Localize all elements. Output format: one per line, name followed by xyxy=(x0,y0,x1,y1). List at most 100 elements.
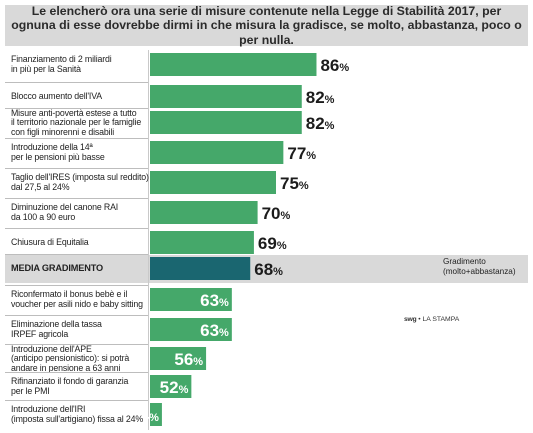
value-number: 63 xyxy=(200,291,219,310)
category-label: Introduzione della 14ª per le pensioni pi… xyxy=(11,139,151,167)
category-label: Chiusura di Equitalia xyxy=(11,229,151,257)
value-unit: % xyxy=(325,94,335,106)
value-number: 68 xyxy=(254,260,273,279)
bar xyxy=(150,231,254,254)
value-unit: % xyxy=(306,150,316,162)
chart-title: Le elencherò ora una serie di misure con… xyxy=(11,3,522,47)
average-bar xyxy=(150,257,251,280)
category-label-line: per le pensioni più basse xyxy=(11,152,105,162)
category-label-line: Blocco aumento dell'IVA xyxy=(11,91,102,102)
category-label: Introduzione dell'IRI (imposta sull'artig… xyxy=(11,401,151,429)
value-unit: % xyxy=(273,266,283,278)
category-label-line: MEDIA GRADIMENTO xyxy=(11,263,104,274)
category-label-line: Chiusura di Equitalia xyxy=(11,237,89,248)
category-label-line: per le PMI xyxy=(11,386,50,396)
value-number: 63 xyxy=(200,321,219,340)
average-row-band xyxy=(5,255,528,283)
value-label: 82% xyxy=(306,114,335,133)
bar xyxy=(150,171,276,194)
category-label-line: andare in pensione a 63 anni xyxy=(11,362,121,373)
value-unit: % xyxy=(219,327,229,339)
value-label: 75% xyxy=(280,174,309,193)
row-separator xyxy=(5,285,148,286)
row-separator xyxy=(5,372,148,373)
category-label: Eliminazione della tassa IRPEF agricola xyxy=(11,316,151,344)
value-label: 63% xyxy=(200,291,229,310)
category-label-line: Taglio dell'IRES (imposta sul reddito) xyxy=(11,172,149,183)
row-separator xyxy=(5,228,148,229)
bar xyxy=(150,288,232,311)
value-label: 86% xyxy=(320,56,349,75)
bar xyxy=(150,347,207,370)
bar xyxy=(150,375,192,398)
category-label-line: in più per la Sanità xyxy=(11,64,81,74)
value-unit: % xyxy=(149,412,159,424)
category-label: Diminuzione del canone RAI da 100 a 90 eu… xyxy=(11,199,151,227)
category-label: Rifinanziato il fondo di garanzia per le … xyxy=(11,373,151,401)
category-label-line: il territorio nazionale per le famiglie xyxy=(11,117,142,128)
category-label-line: voucher per asili nido e baby sitting xyxy=(11,299,143,309)
category-label: Introduzione dell'APE (anticipo pensionis… xyxy=(11,344,151,373)
category-label-line: dal 27,5 al 24% xyxy=(11,182,70,192)
bar xyxy=(150,201,258,224)
value-unit: % xyxy=(339,62,349,74)
category-label-line: (anticipo pensionistico): si potrà xyxy=(11,353,130,364)
row-separator xyxy=(5,168,148,169)
average-label: MEDIA GRADIMENTO xyxy=(11,255,151,283)
category-label: Taglio dell'IRES (imposta sul reddito) da… xyxy=(11,169,151,197)
row-separator xyxy=(5,254,148,255)
credit-brand: swg xyxy=(404,316,417,323)
bar xyxy=(150,111,302,134)
bar xyxy=(150,85,302,108)
category-label-line: Rifinanziato il fondo di garanzia xyxy=(11,376,129,387)
bar xyxy=(150,53,317,76)
row-separator xyxy=(5,400,148,401)
category-label-line: da 100 a 90 euro xyxy=(11,212,76,222)
average-note: Gradimento (molto+abbastanza) xyxy=(443,257,516,276)
value-number: 86 xyxy=(320,56,339,75)
value-number: 77 xyxy=(287,144,306,163)
value-number: 75 xyxy=(280,174,299,193)
row-separator xyxy=(5,82,148,83)
value-number: 82 xyxy=(306,114,325,133)
value-unit: % xyxy=(219,297,229,309)
value-number: 82 xyxy=(306,88,325,107)
row-separator xyxy=(5,315,148,316)
bar xyxy=(150,403,162,426)
value-label: 44% xyxy=(130,406,159,425)
value-label: 56% xyxy=(174,350,203,369)
value-unit: % xyxy=(179,384,189,396)
category-label-line: Eliminazione della tassa xyxy=(11,319,102,330)
bar xyxy=(150,141,284,164)
value-label: 82% xyxy=(306,88,335,107)
credit-text: • LA STAMPA xyxy=(418,316,460,323)
category-label: Finanziamento di 2 miliardi in più per la… xyxy=(11,51,151,79)
value-number: 70 xyxy=(262,204,281,223)
chart-header: Le elencherò ora una serie di misure con… xyxy=(5,3,528,47)
value-number: 69 xyxy=(258,234,277,253)
category-label-line: (imposta sull'artigiano) fissa al 24% xyxy=(11,414,144,424)
value-label: 63% xyxy=(200,321,229,340)
category-label: Riconfermato il bonus bebè e il voucher p… xyxy=(11,286,151,314)
category-label-line: Riconfermato il bonus bebè e il xyxy=(11,289,128,300)
value-label: 52% xyxy=(160,378,189,397)
category-label-line: Introduzione della 14ª xyxy=(11,142,93,153)
value-label: 77% xyxy=(287,144,316,163)
category-label-line: IRPEF agricola xyxy=(11,329,69,339)
row-separator xyxy=(5,138,148,139)
bar xyxy=(150,318,232,341)
category-label: Blocco aumento dell'IVA xyxy=(11,83,151,111)
value-number: 44 xyxy=(130,406,149,425)
value-unit: % xyxy=(281,210,291,222)
value-label: 69% xyxy=(258,234,287,253)
category-label-line: Finanziamento di 2 miliardi xyxy=(11,54,112,65)
value-unit: % xyxy=(193,356,203,368)
value-unit: % xyxy=(277,240,287,252)
category-label-line: Introduzione dell'IRI xyxy=(11,404,86,415)
category-label: Misure anti-povertà estese a tutto il ter… xyxy=(11,108,151,137)
value-unit: % xyxy=(325,120,335,132)
value-label: 70% xyxy=(262,204,291,223)
source-credit: swg • LA STAMPA xyxy=(404,316,529,323)
